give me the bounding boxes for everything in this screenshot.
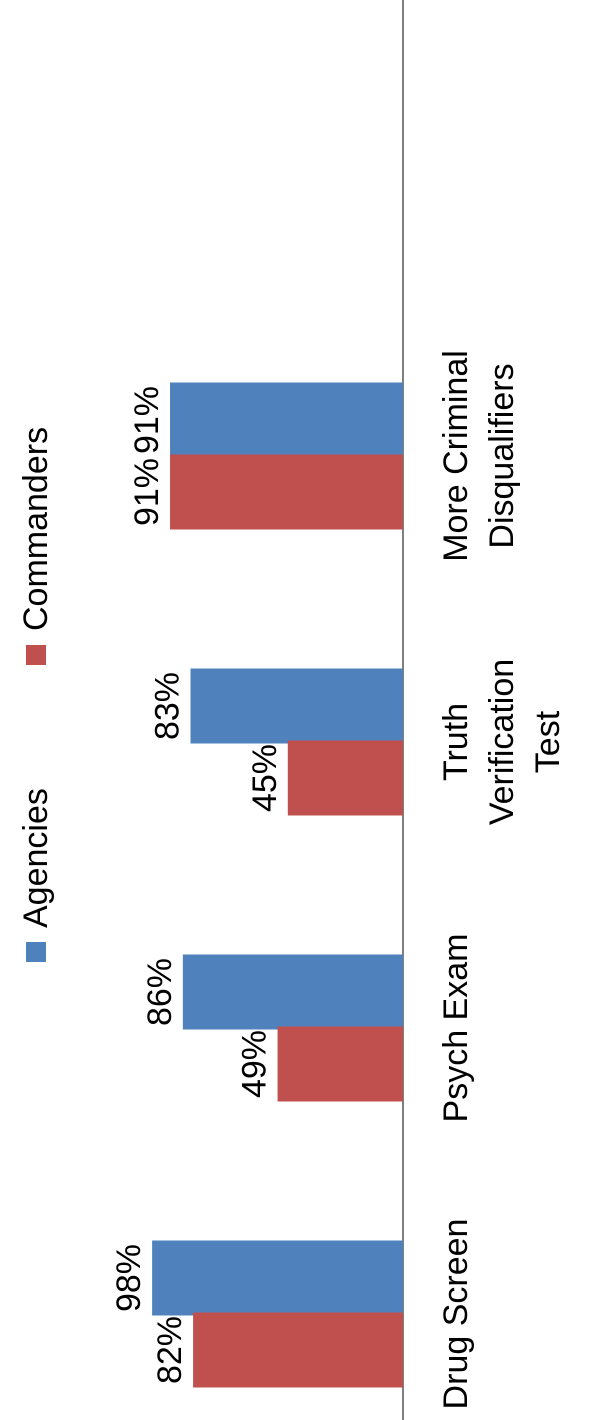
category-label-4-line-1: More Criminal — [437, 350, 475, 562]
bar-commanders-4 — [170, 454, 403, 530]
category-labels: Drug Screen Psych Exam Truth Verification Te… — [437, 350, 567, 1409]
legend-swatch-agencies — [26, 942, 46, 962]
data-label-agencies-3: 83% — [149, 672, 187, 740]
bar-agencies-4 — [170, 382, 403, 458]
data-label-commanders-2: 49% — [236, 1030, 274, 1098]
data-labels: 98% 86% 83% 91% 82% 49% 45% 91% — [110, 386, 284, 1384]
category-label-2-line-1: Psych Exam — [437, 934, 475, 1123]
legend-label-commanders: Commanders — [17, 427, 55, 631]
bar-agencies-3 — [190, 668, 403, 744]
bars — [152, 382, 403, 1388]
data-label-commanders-1: 82% — [151, 1316, 189, 1384]
bar-agencies-1 — [152, 1240, 403, 1316]
legend: Agencies Commanders — [17, 427, 55, 962]
data-label-commanders-3: 45% — [246, 744, 284, 812]
data-label-agencies-2: 86% — [141, 958, 179, 1026]
legend-swatch-commanders — [26, 645, 46, 665]
category-label-4-line-2: Disqualifiers — [483, 363, 521, 548]
data-label-agencies-4: 91% — [128, 386, 166, 454]
bar-commanders-3 — [287, 740, 403, 816]
category-label-3-line-1: Truth — [437, 703, 475, 781]
category-label-1-line-1: Drug Screen — [437, 1219, 475, 1410]
data-label-commanders-4: 91% — [128, 458, 166, 526]
category-label-3-line-2: Verification — [483, 659, 521, 825]
bar-commanders-1 — [193, 1312, 403, 1388]
bar-commanders-2 — [277, 1026, 403, 1102]
bar-agencies-2 — [182, 954, 403, 1030]
data-label-agencies-1: 98% — [110, 1244, 148, 1312]
category-label-3-line-3: Test — [529, 710, 567, 773]
legend-label-agencies: Agencies — [17, 788, 55, 928]
